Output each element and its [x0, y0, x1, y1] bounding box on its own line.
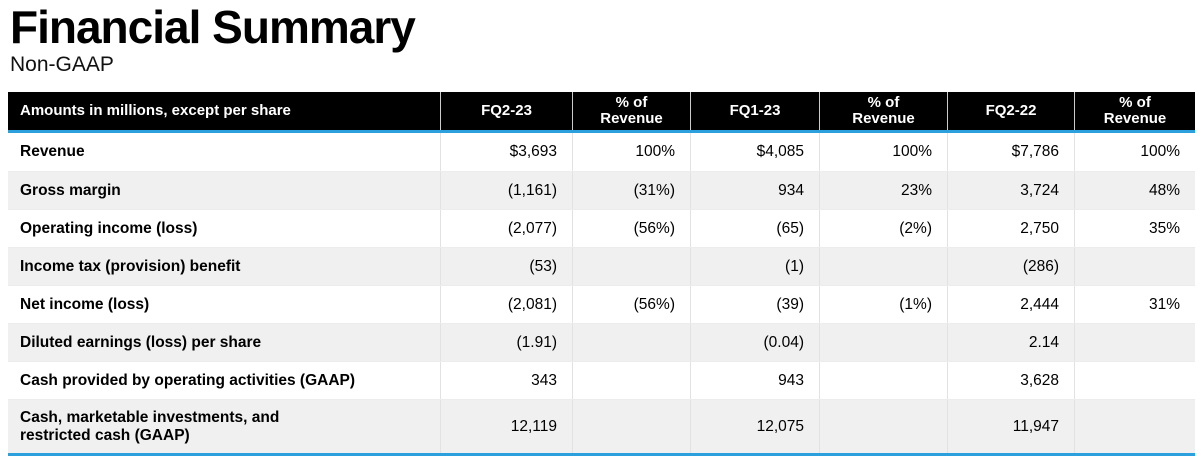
- header-corner-label: Amounts in millions, except per share: [20, 102, 291, 119]
- column-header-pct-revenue-2: % of Revenue: [819, 92, 947, 130]
- value-cell: (286): [947, 248, 1074, 285]
- value-cell: (31%): [572, 172, 690, 209]
- value-cell: (2,081): [440, 286, 572, 323]
- column-header-fq2-23: FQ2-23: [440, 92, 572, 130]
- value-cell: [572, 400, 690, 453]
- value-cell: $7,786: [947, 133, 1074, 171]
- value-cell: [819, 248, 947, 285]
- value-cell: $4,085: [690, 133, 819, 171]
- table-row-gross-margin: Gross margin (1,161) (31%) 934 23% 3,724…: [8, 171, 1195, 209]
- column-header-pct-revenue-1: % of Revenue: [572, 92, 690, 130]
- column-header-pct-revenue-3: % of Revenue: [1074, 92, 1195, 130]
- value-cell: 100%: [819, 133, 947, 171]
- value-cell: (1,161): [440, 172, 572, 209]
- table-row-net-income: Net income (loss) (2,081) (56%) (39) (1%…: [8, 285, 1195, 323]
- row-label: Cash provided by operating activities (G…: [20, 371, 356, 389]
- table-header-row: Amounts in millions, except per share FQ…: [8, 92, 1195, 133]
- value-cell: 3,628: [947, 362, 1074, 399]
- column-header-fq1-23: FQ1-23: [690, 92, 819, 130]
- value-cell: (1): [690, 248, 819, 285]
- value-cell: 943: [690, 362, 819, 399]
- value-cell: 12,075: [690, 400, 819, 453]
- value-cell: [572, 324, 690, 361]
- value-cell: 2,444: [947, 286, 1074, 323]
- row-label: Operating income (loss): [20, 219, 198, 237]
- value-cell: (1.91): [440, 324, 572, 361]
- value-cell: 2,750: [947, 210, 1074, 247]
- value-cell: (39): [690, 286, 819, 323]
- value-cell: (0.04): [690, 324, 819, 361]
- value-cell: (1%): [819, 286, 947, 323]
- value-cell: (56%): [572, 210, 690, 247]
- row-label: Net income (loss): [20, 295, 150, 313]
- value-cell: 100%: [1074, 133, 1195, 171]
- table-row-operating-income: Operating income (loss) (2,077) (56%) (6…: [8, 209, 1195, 247]
- value-cell: [1074, 400, 1195, 453]
- table-row-cash-investments: Cash, marketable investments, and restri…: [8, 399, 1195, 453]
- value-cell: [819, 324, 947, 361]
- value-cell: (56%): [572, 286, 690, 323]
- value-cell: [819, 362, 947, 399]
- table-row-income-tax: Income tax (provision) benefit (53) (1) …: [8, 247, 1195, 285]
- value-cell: [572, 362, 690, 399]
- value-cell: (53): [440, 248, 572, 285]
- value-cell: [1074, 248, 1195, 285]
- financial-summary-table: Amounts in millions, except per share FQ…: [8, 92, 1195, 456]
- table-row-diluted-eps: Diluted earnings (loss) per share (1.91)…: [8, 323, 1195, 361]
- value-cell: [1074, 324, 1195, 361]
- table-row-revenue: Revenue $3,693 100% $4,085 100% $7,786 1…: [8, 133, 1195, 171]
- value-cell: 23%: [819, 172, 947, 209]
- row-label: Gross margin: [20, 181, 121, 199]
- value-cell: [1074, 362, 1195, 399]
- value-cell: 35%: [1074, 210, 1195, 247]
- value-cell: [819, 400, 947, 453]
- value-cell: 11,947: [947, 400, 1074, 453]
- value-cell: $3,693: [440, 133, 572, 171]
- value-cell: (65): [690, 210, 819, 247]
- value-cell: 12,119: [440, 400, 572, 453]
- value-cell: 100%: [572, 133, 690, 171]
- value-cell: 2.14: [947, 324, 1074, 361]
- value-cell: 3,724: [947, 172, 1074, 209]
- value-cell: 48%: [1074, 172, 1195, 209]
- value-cell: 934: [690, 172, 819, 209]
- page-title: Financial Summary: [10, 1, 416, 53]
- row-label: Income tax (provision) benefit: [20, 257, 241, 275]
- value-cell: 343: [440, 362, 572, 399]
- value-cell: (2,077): [440, 210, 572, 247]
- row-label: Revenue: [20, 143, 85, 160]
- value-cell: [572, 248, 690, 285]
- value-cell: 31%: [1074, 286, 1195, 323]
- page-subtitle: Non-GAAP: [10, 53, 114, 76]
- value-cell: (2%): [819, 210, 947, 247]
- table-row-cash-operating: Cash provided by operating activities (G…: [8, 361, 1195, 399]
- row-label: Cash, marketable investments, and restri…: [20, 408, 280, 444]
- row-label: Diluted earnings (loss) per share: [20, 333, 262, 351]
- column-header-fq2-22: FQ2-22: [947, 92, 1074, 130]
